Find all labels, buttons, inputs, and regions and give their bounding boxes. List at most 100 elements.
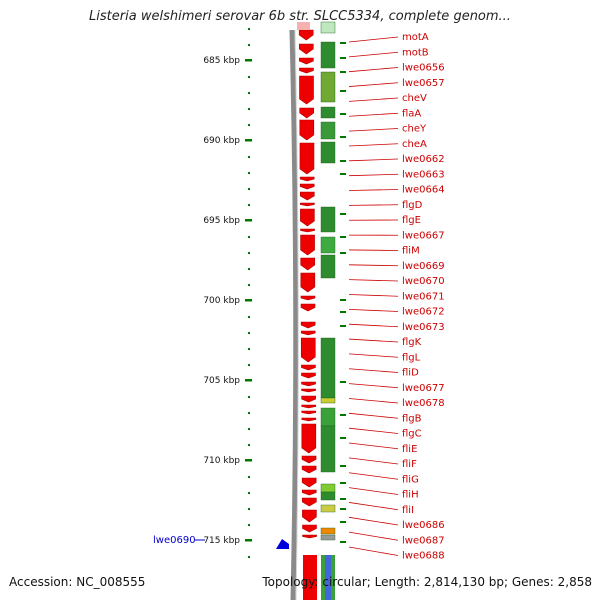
gene-leader-line bbox=[348, 353, 399, 358]
feature-tick bbox=[340, 437, 346, 439]
feature-tick bbox=[340, 541, 346, 543]
gene-leader-line bbox=[348, 398, 399, 404]
gene-leader-line bbox=[348, 308, 399, 312]
gene-label: lwe0663 bbox=[402, 169, 445, 180]
ruler-label: 700 kbp bbox=[203, 296, 240, 306]
ruler-minor-tick bbox=[248, 444, 250, 446]
feature-tick bbox=[340, 252, 346, 254]
gene-label: fliG bbox=[402, 474, 419, 485]
gene-track bbox=[297, 22, 317, 600]
gene-arrow bbox=[301, 395, 316, 403]
ruler-minor-tick bbox=[248, 76, 250, 78]
feature-tick bbox=[340, 414, 346, 416]
gene-leader-line bbox=[348, 51, 399, 58]
feature-block bbox=[320, 337, 336, 399]
gene-leader-line bbox=[348, 82, 399, 87]
ruler-minor-tick bbox=[248, 156, 250, 158]
gene-arrow bbox=[301, 410, 317, 415]
gene-label: lwe0662 bbox=[402, 154, 445, 165]
gene-arrow bbox=[299, 75, 314, 105]
gene-label: lwe0671 bbox=[402, 291, 445, 302]
ruler-minor-tick bbox=[248, 396, 250, 398]
gene-leader-line bbox=[348, 487, 399, 495]
gene-leader-line bbox=[348, 143, 399, 147]
feature-tick bbox=[340, 508, 346, 510]
ruler-label: 715 kbp bbox=[203, 536, 240, 546]
ruler-label: 685 kbp bbox=[203, 56, 240, 66]
ruler-major-tick bbox=[245, 59, 252, 62]
blue-gene-marker bbox=[276, 539, 289, 549]
ruler-major-tick bbox=[245, 459, 252, 462]
feature-tick bbox=[340, 42, 346, 44]
feature-tick bbox=[340, 311, 346, 313]
gene-arrow bbox=[299, 119, 315, 141]
ruler-minor-tick bbox=[248, 476, 250, 478]
gene-arrow bbox=[300, 295, 316, 301]
gene-arrow bbox=[301, 465, 317, 474]
ruler-minor-tick bbox=[248, 188, 250, 190]
feature-block bbox=[320, 236, 336, 254]
gene-label: flgL bbox=[402, 352, 421, 363]
gene-label: cheY bbox=[402, 124, 427, 135]
gene-leader-line bbox=[348, 249, 399, 251]
gene-arrow bbox=[299, 191, 315, 201]
gene-leader-line bbox=[348, 516, 399, 526]
gene-leader-line bbox=[348, 294, 399, 297]
ruler-minor-tick bbox=[248, 268, 250, 270]
ruler-minor-tick bbox=[248, 172, 250, 174]
feature-tick bbox=[340, 90, 346, 92]
gene-arrow bbox=[300, 272, 316, 293]
gene-arrow bbox=[299, 183, 315, 190]
gene-leader-line bbox=[348, 128, 399, 132]
gene-arrow bbox=[299, 176, 315, 182]
ruler-major-tick bbox=[245, 299, 252, 302]
gene-leader-line bbox=[348, 97, 399, 102]
gene-arrow bbox=[302, 497, 317, 507]
gene-leader-line bbox=[348, 323, 399, 328]
gene-arrow bbox=[300, 208, 315, 227]
ruler-minor-tick bbox=[248, 204, 250, 206]
gene-label: fliF bbox=[402, 459, 417, 470]
gene-label: lwe0656 bbox=[402, 63, 445, 74]
ruler-minor-tick bbox=[248, 412, 250, 414]
outside-gene-label: lwe0690 bbox=[153, 535, 196, 546]
ruler-minor-tick bbox=[248, 108, 250, 110]
ruler-minor-tick bbox=[248, 508, 250, 510]
gene-arrow bbox=[300, 337, 316, 363]
ruler-minor-tick bbox=[248, 428, 250, 430]
gene-label: lwe0669 bbox=[402, 261, 445, 272]
gene-leader-line bbox=[348, 338, 399, 343]
gene-label: lwe0688 bbox=[402, 551, 445, 562]
feature-block bbox=[320, 21, 336, 34]
gene-label: lwe0678 bbox=[402, 398, 445, 409]
feature-tick bbox=[340, 325, 346, 327]
feature-tick bbox=[340, 57, 346, 59]
gene-leader-line bbox=[348, 279, 399, 282]
gene-label: lwe0687 bbox=[402, 535, 445, 546]
feature-tick bbox=[340, 136, 346, 138]
gene-label: motA bbox=[402, 32, 429, 43]
gene-arrow bbox=[300, 257, 316, 271]
map-title: Listeria welshimeri serovar 6b str. SLCC… bbox=[89, 9, 511, 24]
gene-labels: motA motB lwe0656 lwe0657 cheV flaA cheY cheA lw… bbox=[348, 32, 445, 562]
gene-leader-line bbox=[348, 264, 399, 267]
gene-arrow bbox=[298, 29, 314, 41]
ruler-label: 710 kbp bbox=[203, 456, 240, 466]
gene-arrow bbox=[302, 524, 317, 533]
gene-arrow bbox=[300, 228, 315, 233]
ruler-label: 695 kbp bbox=[203, 216, 240, 226]
ruler-minor-tick bbox=[248, 348, 250, 350]
gene-arrow bbox=[301, 364, 316, 371]
gene-label: fliD bbox=[402, 368, 419, 379]
gene-arrow-partial bbox=[303, 555, 317, 600]
gene-arrow bbox=[301, 372, 316, 379]
gene-arrow bbox=[300, 234, 315, 256]
ruler-minor-tick bbox=[248, 252, 250, 254]
gene-label: lwe0686 bbox=[402, 520, 445, 531]
gene-leader-line bbox=[348, 412, 399, 419]
feature-tick bbox=[340, 498, 346, 500]
feature-block bbox=[320, 41, 336, 69]
gene-leader-line bbox=[348, 112, 399, 117]
gene-label: flaA bbox=[402, 108, 421, 119]
